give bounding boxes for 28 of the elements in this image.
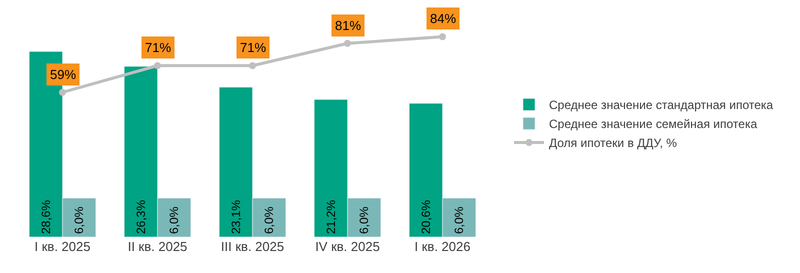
legend-label: Доля ипотеки в ДДУ, % — [549, 136, 678, 150]
data-label: 59% — [50, 67, 76, 82]
point — [439, 33, 446, 40]
data-label: 6,0% — [452, 206, 466, 234]
legend-label: Среднее значение стандартная ипотека — [549, 98, 774, 112]
data-label: 21,2% — [324, 200, 338, 234]
x-tick-label: I кв. 2025 — [34, 239, 90, 254]
data-label: 6,0% — [357, 206, 372, 234]
x-tick-label: III кв. 2025 — [220, 239, 284, 254]
data-label: 20,6% — [418, 200, 433, 234]
x-tick-label: IV кв. 2025 — [315, 239, 380, 254]
x-tick-label: II кв. 2025 — [128, 239, 188, 254]
data-label: 28,6% — [38, 200, 53, 234]
point — [249, 62, 256, 70]
x-tick-label: I кв. 2026 — [414, 239, 470, 254]
point — [344, 40, 351, 47]
legend-label: Среднее значение семейная ипотека — [549, 117, 758, 132]
data-label: 71% — [145, 40, 172, 55]
data-label: 6,0% — [262, 206, 276, 234]
point — [154, 62, 161, 70]
data-label: 23,1% — [228, 200, 243, 234]
data-label: 6,0% — [167, 206, 182, 234]
data-label: 81% — [335, 18, 362, 33]
data-label: 84% — [430, 11, 456, 26]
data-label: 71% — [240, 40, 266, 55]
data-label: 6,0% — [72, 206, 86, 234]
point — [59, 88, 66, 96]
data-label: 26,3% — [134, 200, 148, 234]
